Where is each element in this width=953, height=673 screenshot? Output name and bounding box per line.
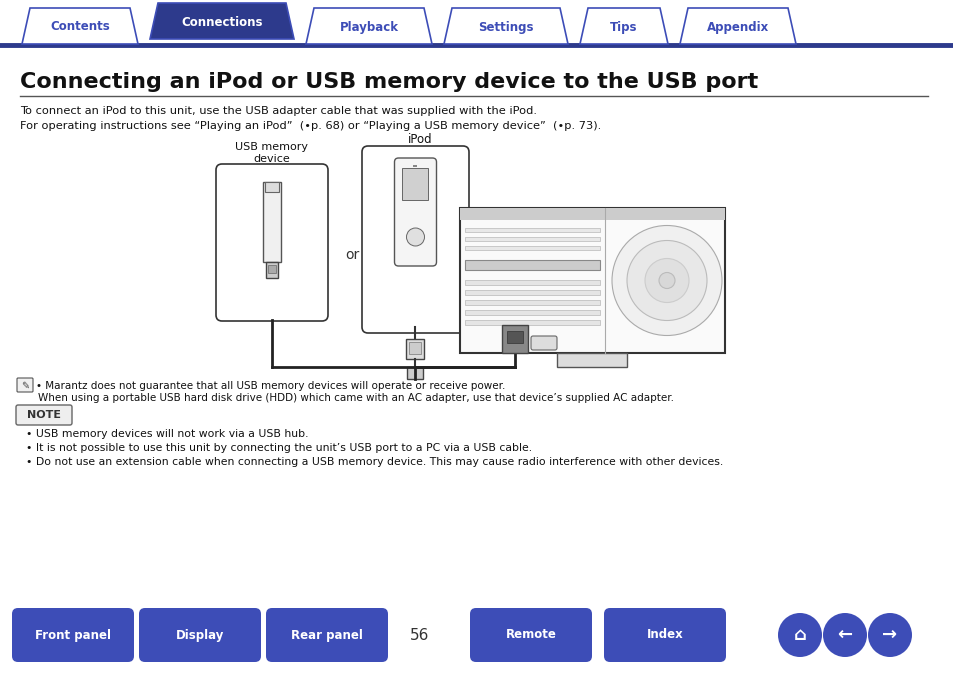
Text: Index: Index [646,629,682,641]
FancyBboxPatch shape [215,164,328,321]
Bar [464,260,599,270]
Text: 56: 56 [410,627,429,643]
Text: USB memory: USB memory [235,142,308,152]
Bar [464,300,599,305]
Bar [464,320,599,325]
Bar [263,182,281,262]
FancyBboxPatch shape [361,146,469,333]
Text: device: device [253,154,290,164]
Text: Front panel: Front panel [35,629,111,641]
Bar [464,280,599,285]
Text: To connect an iPod to this unit, use the USB adapter cable that was supplied wit: To connect an iPod to this unit, use the… [20,106,537,116]
Polygon shape [579,8,667,44]
Text: ✎: ✎ [21,381,29,391]
Bar [506,331,522,343]
Text: Tips: Tips [610,20,638,34]
FancyBboxPatch shape [531,336,557,350]
Text: ←: ← [837,626,852,644]
Bar [459,208,724,220]
Polygon shape [150,3,294,39]
Text: Rear panel: Rear panel [291,629,362,641]
Circle shape [626,240,706,320]
Text: • Do not use an extension cable when connecting a USB memory device. This may ca: • Do not use an extension cable when con… [26,457,722,467]
Text: iPod: iPod [408,133,433,146]
Text: • It is not possible to use this unit by connecting the unit’s USB port to a PC : • It is not possible to use this unit by… [26,443,532,453]
FancyBboxPatch shape [603,608,725,662]
Polygon shape [443,8,567,44]
Bar [464,290,599,295]
Text: Contents: Contents [51,20,110,34]
Bar [464,228,599,232]
FancyBboxPatch shape [395,158,436,266]
Bar [464,237,599,241]
FancyBboxPatch shape [16,405,71,425]
Text: Playback: Playback [339,20,398,34]
Text: Appendix: Appendix [706,20,768,34]
Bar [265,182,278,192]
Circle shape [612,225,721,336]
FancyBboxPatch shape [12,608,133,662]
Text: Display: Display [175,629,224,641]
Circle shape [822,613,866,657]
Circle shape [644,258,688,302]
Bar [407,367,423,379]
Text: Remote: Remote [505,629,556,641]
Bar [557,353,627,367]
Text: NOTE: NOTE [27,410,61,420]
Text: Connecting an iPod or USB memory device to the USB port: Connecting an iPod or USB memory device … [20,72,758,92]
Text: • Marantz does not guarantee that all USB memory devices will operate or receive: • Marantz does not guarantee that all US… [36,381,505,391]
Circle shape [778,613,821,657]
Bar [409,342,421,354]
Bar [266,262,277,278]
Polygon shape [306,8,432,44]
Bar [413,165,417,167]
Text: For operating instructions see “Playing an iPod”  (•p. 68) or “Playing a USB mem: For operating instructions see “Playing … [20,121,600,131]
FancyBboxPatch shape [139,608,261,662]
Bar [459,208,724,353]
FancyBboxPatch shape [17,378,33,392]
Bar [268,265,275,273]
Text: Connections: Connections [181,15,262,28]
Text: or: or [345,248,358,262]
FancyBboxPatch shape [470,608,592,662]
Circle shape [406,228,424,246]
Bar [406,339,424,359]
Bar [501,325,527,353]
Text: When using a portable USB hard disk drive (HDD) which came with an AC adapter, u: When using a portable USB hard disk driv… [38,393,673,403]
Text: →: → [882,626,897,644]
Polygon shape [22,8,138,44]
Circle shape [659,273,675,289]
Circle shape [867,613,911,657]
Bar [464,310,599,315]
Bar [402,168,428,200]
Text: • USB memory devices will not work via a USB hub.: • USB memory devices will not work via a… [26,429,308,439]
Text: Settings: Settings [477,20,533,34]
FancyBboxPatch shape [266,608,388,662]
Bar [464,246,599,250]
Polygon shape [679,8,795,44]
Text: ⌂: ⌂ [793,626,805,644]
